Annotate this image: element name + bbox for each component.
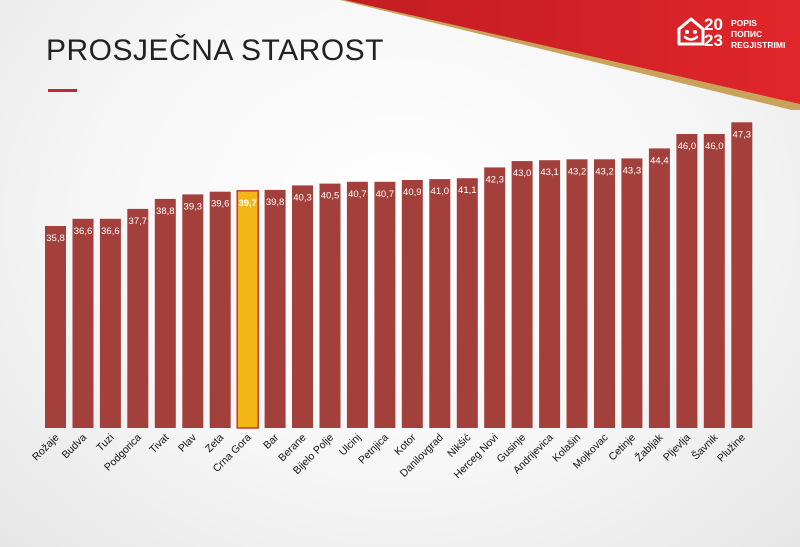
data-label: 38,8 <box>156 206 175 217</box>
data-label: 43,2 <box>568 166 587 177</box>
bar-crna-gora <box>236 190 259 429</box>
bar-budva <box>72 218 94 428</box>
logo-word-popis: POPIS <box>731 18 757 28</box>
page-title: PROSJEČNA STAROST <box>46 34 385 67</box>
logo-year-top: 20 <box>704 15 723 34</box>
data-label: 42,3 <box>485 174 504 185</box>
bar-bijelo-polje <box>319 183 341 428</box>
bar-cetinje <box>621 158 643 428</box>
data-label: 39,7 <box>238 198 257 209</box>
bar-gusinje <box>511 161 533 428</box>
data-label: 43,2 <box>595 166 614 177</box>
data-label: 44,4 <box>650 155 669 166</box>
bar-danilovgrad <box>429 179 451 428</box>
bar-pljevlja <box>676 134 698 428</box>
x-tick-label: Rožaje <box>30 432 62 464</box>
census-logo: 20 23 POPIS ПОПИС REGJISTRIMI <box>676 16 786 64</box>
x-tick-label: Cetinje <box>606 432 638 464</box>
bar-plužine <box>731 122 753 429</box>
data-label: 39,3 <box>184 201 203 212</box>
bar-šavnik <box>703 134 725 428</box>
bar-mojkovac <box>594 159 615 429</box>
house-icon <box>677 17 705 46</box>
x-tick-label: Petnjica <box>356 432 391 467</box>
bar-kolašin <box>566 159 588 429</box>
x-tick-label: Pljevlja <box>661 432 693 464</box>
logo-year-bottom: 23 <box>704 31 723 50</box>
x-tick-label: Bar <box>261 431 281 451</box>
x-tick-label: Plav <box>176 431 199 454</box>
data-label: 43,3 <box>623 165 642 176</box>
bar-rožaje <box>45 226 66 428</box>
data-label: 39,6 <box>211 199 230 210</box>
data-label: 46,0 <box>678 141 697 152</box>
bar-plav <box>182 194 204 428</box>
data-label: 37,7 <box>129 216 148 227</box>
data-label: 41,1 <box>458 185 477 196</box>
bar-kotor <box>401 180 423 428</box>
bar-ulcinj <box>346 181 368 428</box>
bar-petnjica <box>374 181 396 428</box>
data-label: 39,8 <box>266 197 285 208</box>
data-label: 40,9 <box>403 187 422 198</box>
bar-andrijevica <box>539 160 561 428</box>
x-tick-label: Plužine <box>715 432 748 465</box>
bar-podgorica <box>127 208 149 428</box>
bar-berane <box>292 185 313 428</box>
data-label: 46,0 <box>705 141 724 152</box>
data-label: 40,3 <box>293 192 312 203</box>
x-tick-label: Tuzi <box>94 432 116 454</box>
data-label: 40,7 <box>348 189 367 200</box>
data-label: 40,5 <box>321 191 340 202</box>
header-banner <box>340 0 800 110</box>
bar-nikšić <box>456 178 478 428</box>
title-underline <box>48 89 77 92</box>
data-label: 43,1 <box>540 167 559 178</box>
bar-herceg-novi <box>484 167 506 428</box>
bar-zeta <box>209 191 231 428</box>
data-label: 36,6 <box>101 226 120 237</box>
logo-word-popis-cyrillic: ПОПИС <box>731 29 763 39</box>
data-label: 43,0 <box>513 168 532 179</box>
x-tick-label: Žabljak <box>632 430 666 464</box>
bar-tuzi <box>99 218 121 428</box>
data-label: 41,0 <box>431 186 450 197</box>
data-label: 40,7 <box>376 189 395 200</box>
data-label: 47,3 <box>733 129 752 140</box>
logo-word-regjistrimi: REGJISTRIMI <box>731 40 786 50</box>
bar-tivat <box>154 198 176 428</box>
data-label: 35,8 <box>46 233 65 244</box>
x-tick-label: Tivat <box>147 432 171 456</box>
bar-bar <box>264 189 286 428</box>
bar-žabljak <box>648 148 670 428</box>
data-label: 36,6 <box>74 226 93 237</box>
x-tick-label: Zeta <box>203 432 226 455</box>
x-tick-label: Budva <box>60 432 90 462</box>
